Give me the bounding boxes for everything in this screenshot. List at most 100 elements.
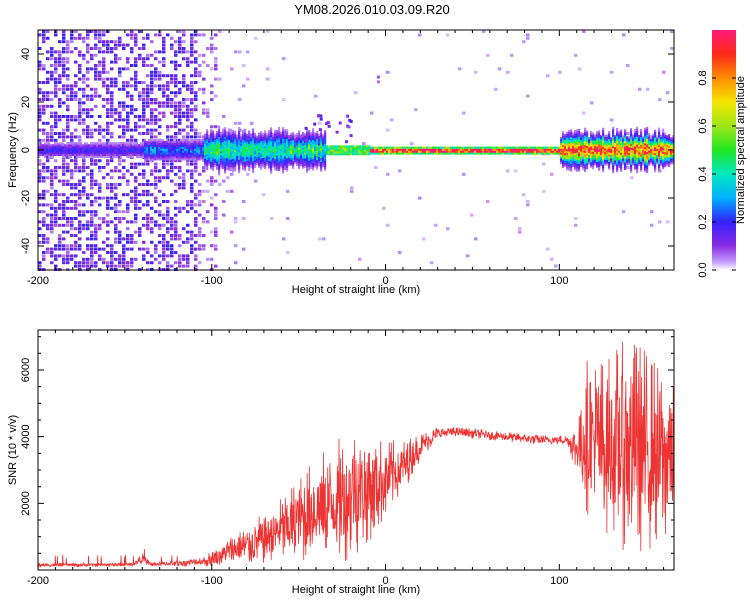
heat-cell	[82, 53, 86, 57]
heat-cell	[134, 196, 138, 200]
heat-cell	[292, 157, 295, 160]
heat-cell	[66, 217, 70, 220]
heat-cell	[108, 144, 111, 147]
heat-cell	[56, 153, 59, 156]
heat-cell	[308, 135, 311, 138]
heat-cell	[66, 115, 70, 118]
heat-cell	[78, 50, 82, 54]
heat-cell	[646, 130, 649, 133]
heat-cell	[142, 60, 146, 64]
heat-cell	[114, 43, 118, 47]
heat-cell	[408, 150, 411, 153]
heat-cell	[218, 129, 221, 132]
heat-cell	[86, 36, 90, 40]
heat-cell	[62, 91, 66, 95]
heat-cell	[300, 139, 303, 142]
heat-cell	[132, 144, 135, 147]
heat-cell	[388, 152, 391, 155]
heat-cell	[296, 142, 299, 145]
heat-cell	[170, 217, 174, 220]
heat-cell	[134, 217, 138, 220]
heat-cell	[94, 53, 98, 57]
heat-cell	[624, 165, 627, 168]
heat-cell	[138, 53, 142, 57]
heat-cell	[432, 148, 435, 151]
heat-cell	[630, 134, 633, 137]
heat-cell	[110, 84, 114, 88]
heat-cell	[222, 130, 225, 133]
heat-cell	[462, 146, 465, 149]
heat-cell	[214, 155, 217, 158]
heat-cell	[150, 193, 154, 197]
heat-cell	[130, 138, 134, 142]
heat-cell	[594, 142, 597, 145]
heat-cell	[158, 118, 162, 122]
heat-cell	[246, 172, 250, 176]
heat-cell	[132, 151, 135, 155]
heat-cell	[350, 149, 353, 152]
heat-cell	[460, 152, 463, 155]
heat-cell	[74, 240, 78, 244]
heat-cell	[618, 152, 621, 155]
heat-cell	[182, 57, 186, 61]
heat-cell	[212, 145, 215, 148]
heat-cell	[62, 200, 66, 203]
heat-cell	[220, 151, 223, 154]
heat-cell	[292, 166, 295, 169]
heat-cell	[210, 146, 213, 149]
heat-cell	[170, 104, 174, 108]
heat-cell	[38, 108, 42, 112]
heat-cell	[204, 156, 207, 159]
heat-cell	[554, 264, 558, 268]
heat-cell	[582, 167, 585, 170]
heat-cell	[106, 186, 110, 190]
heat-cell	[122, 84, 126, 88]
heat-cell	[62, 237, 66, 241]
heat-cell	[610, 145, 613, 148]
heat-cell	[170, 159, 174, 163]
heat-cell	[134, 240, 138, 244]
heat-cell	[200, 152, 203, 155]
heat-cell	[258, 159, 261, 163]
heat-cell	[236, 142, 239, 145]
heat-cell	[90, 244, 94, 248]
heat-cell	[162, 166, 166, 169]
heat-cell	[634, 152, 637, 155]
heat-cell	[562, 152, 565, 155]
heat-cell	[446, 150, 449, 153]
heat-cell	[236, 149, 239, 153]
heat-cell	[150, 118, 154, 122]
heat-cell	[48, 144, 51, 147]
heat-cell	[210, 150, 213, 153]
heat-cell	[162, 213, 166, 217]
heat-cell	[190, 128, 194, 132]
heat-cell	[226, 146, 229, 149]
heat-cell	[134, 128, 138, 132]
heat-cell	[578, 134, 581, 137]
heat-cell	[190, 172, 194, 176]
heat-cell	[164, 152, 167, 155]
heat-cell	[612, 144, 615, 147]
heat-cell	[94, 87, 98, 91]
heat-cell	[288, 137, 291, 140]
heat-cell	[622, 152, 625, 155]
heat-cell	[102, 33, 106, 37]
heat-cell	[232, 154, 235, 157]
heat-cell	[178, 237, 182, 241]
heat-cell	[320, 132, 323, 136]
heat-cell	[324, 136, 327, 139]
heat-cell	[118, 261, 122, 265]
heat-cell	[186, 87, 190, 91]
heat-cell	[38, 60, 42, 64]
heat-cell	[618, 161, 621, 165]
heat-cell	[414, 148, 417, 151]
heat-cell	[324, 166, 327, 169]
heat-cell	[632, 136, 635, 139]
heat-cell	[174, 227, 178, 231]
heat-cell	[524, 148, 527, 151]
heat-cell	[232, 160, 235, 163]
heat-cell	[188, 146, 191, 149]
heat-cell	[92, 150, 95, 153]
heat-cell	[604, 146, 607, 149]
heat-cell	[590, 142, 593, 145]
